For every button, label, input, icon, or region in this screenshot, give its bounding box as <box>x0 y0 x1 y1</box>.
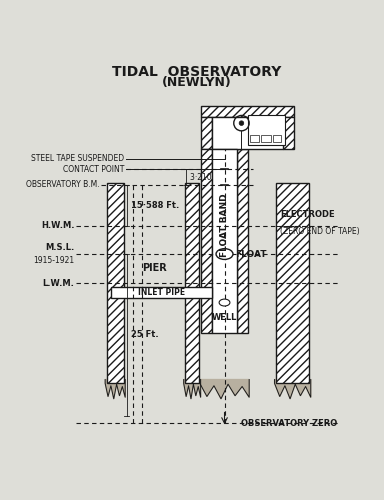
Text: PIER: PIER <box>142 263 167 273</box>
Text: OBSERVATORY B.M.: OBSERVATORY B.M. <box>26 180 100 189</box>
Bar <box>276 183 309 384</box>
Bar <box>273 134 281 142</box>
Polygon shape <box>275 380 311 399</box>
Polygon shape <box>200 380 249 399</box>
Bar <box>248 116 285 144</box>
Bar <box>250 134 259 142</box>
Text: FLOAT BAND: FLOAT BAND <box>220 194 229 258</box>
Bar <box>212 117 283 148</box>
Text: L.W.M.: L.W.M. <box>43 279 74 288</box>
Bar <box>283 117 294 148</box>
Text: FLOAT: FLOAT <box>235 250 267 258</box>
Text: (NEWLYN): (NEWLYN) <box>162 76 232 89</box>
Polygon shape <box>105 380 125 399</box>
Bar <box>262 134 271 142</box>
Bar <box>202 148 212 334</box>
Text: OBSERVATORY ZERO: OBSERVATORY ZERO <box>242 419 338 428</box>
Text: ELECTRODE: ELECTRODE <box>280 210 334 220</box>
Text: (ZERO END OF TAPE): (ZERO END OF TAPE) <box>280 227 359 236</box>
Text: 15·588 Ft.: 15·588 Ft. <box>131 201 179 210</box>
Text: H.W.M.: H.W.M. <box>41 221 74 230</box>
Text: TIDAL  OBSERVATORY: TIDAL OBSERVATORY <box>112 66 281 80</box>
Text: 1915-1921: 1915-1921 <box>33 256 74 266</box>
Text: 25 Ft.: 25 Ft. <box>131 330 158 340</box>
Text: CONTACT POINT: CONTACT POINT <box>63 165 124 174</box>
Text: WELL: WELL <box>212 314 237 322</box>
Text: M.S.L.: M.S.L. <box>45 242 74 252</box>
Circle shape <box>239 121 244 126</box>
Text: INLET PIPE: INLET PIPE <box>138 288 185 297</box>
Text: STEEL TAPE SUSPENDED: STEEL TAPE SUSPENDED <box>31 154 124 163</box>
Bar <box>237 148 248 334</box>
Text: 3·210 Ft.: 3·210 Ft. <box>190 172 224 182</box>
Polygon shape <box>184 380 201 399</box>
Bar <box>212 148 237 334</box>
Ellipse shape <box>216 248 233 260</box>
Bar <box>202 117 212 148</box>
Bar <box>107 183 124 384</box>
Ellipse shape <box>219 299 230 306</box>
Bar <box>185 183 199 384</box>
Bar <box>111 287 212 298</box>
Bar <box>202 106 294 117</box>
